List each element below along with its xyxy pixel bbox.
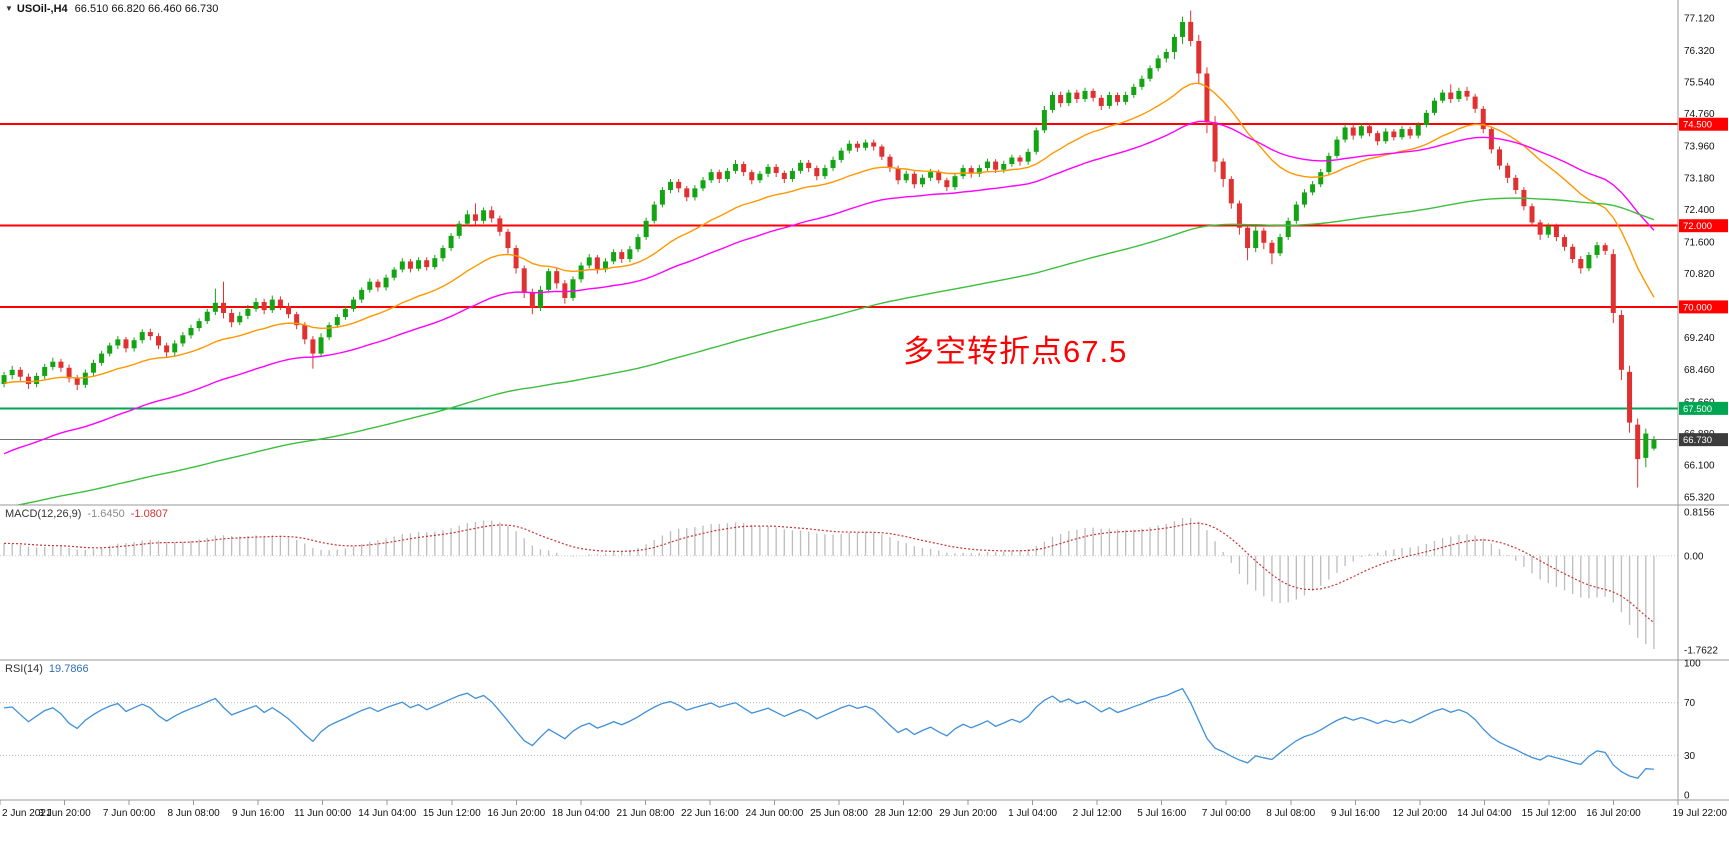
time-tick-label: 14 Jun 04:00 bbox=[358, 808, 417, 819]
time-tick-label: 21 Jun 08:00 bbox=[616, 808, 675, 819]
time-tick-label: 19 Jul 22:00 bbox=[1672, 808, 1728, 819]
time-tick-label: 16 Jun 20:00 bbox=[487, 808, 546, 819]
price-level-badge-74.500 bbox=[1679, 117, 1728, 131]
macd-name: MACD(12,26,9) bbox=[5, 508, 82, 520]
macd-main-value: -1.6450 bbox=[87, 508, 125, 520]
ohlc-values: 66.510 66.820 66.460 66.730 bbox=[74, 3, 219, 15]
price-tick-label: 75.540 bbox=[1684, 78, 1715, 89]
current-price-badge bbox=[1679, 433, 1728, 447]
price-level-badge-70.000-text: 70.000 bbox=[1683, 302, 1712, 313]
time-tick-label: 1 Jul 04:00 bbox=[1008, 808, 1058, 819]
chart-annotation-text: 多空转折点67.5 bbox=[903, 334, 1128, 369]
price-tick-label: 74.760 bbox=[1684, 109, 1715, 120]
price-level-badge-70.000 bbox=[1679, 300, 1728, 314]
rsi-value: 19.7866 bbox=[48, 663, 89, 675]
time-tick-label: 28 Jun 12:00 bbox=[874, 808, 933, 819]
price-tick-label: 77.120 bbox=[1684, 13, 1715, 24]
time-tick-label: 15 Jun 12:00 bbox=[422, 808, 481, 819]
time-tick-label: 9 Jun 16:00 bbox=[232, 808, 285, 819]
rsi-tick-label: 70 bbox=[1684, 698, 1696, 709]
chart-title: ▼ USOil-,H4 66.510 66.820 66.460 66.730 bbox=[5, 3, 218, 15]
macd-histogram bbox=[3, 517, 1655, 650]
main-price-panel bbox=[0, 10, 1678, 505]
time-tick-label: 8 Jun 08:00 bbox=[167, 808, 220, 819]
time-tick-label: 5 Jul 16:00 bbox=[1137, 808, 1187, 819]
price-tick-label: 72.400 bbox=[1684, 205, 1715, 216]
time-tick-label: 8 Jul 08:00 bbox=[1266, 808, 1316, 819]
price-level-badge-72.000 bbox=[1679, 219, 1728, 233]
rsi-tick-label: 0 bbox=[1684, 791, 1690, 802]
price-tick-label: 73.960 bbox=[1684, 142, 1715, 153]
macd-signal-line bbox=[4, 522, 1655, 624]
time-axis: 2 Jun 2021 3 Jun 20:00 7 Jun 00:00 8 Jun 08… bbox=[0, 806, 1729, 840]
price-tick-label: 73.180 bbox=[1684, 173, 1715, 184]
time-tick-label: 25 Jun 08:00 bbox=[810, 808, 868, 819]
price-tick-label: 66.100 bbox=[1684, 461, 1715, 472]
macd-tick-label: 0.8156 bbox=[1684, 508, 1715, 519]
time-tick-label: 11 Jun 00:00 bbox=[294, 808, 352, 819]
macd-panel bbox=[0, 517, 1678, 650]
rsi-indicator-label: RSI(14) 19.7866 bbox=[5, 663, 89, 675]
candlestick-series bbox=[1, 10, 1657, 488]
time-tick-label: 24 Jun 00:00 bbox=[745, 808, 804, 819]
price-level-badge-72.000-text: 72.000 bbox=[1683, 221, 1712, 232]
macd-indicator-label: MACD(12,26,9) -1.6450 -1.0807 bbox=[5, 508, 168, 520]
time-tick-label: 9 Jul 16:00 bbox=[1330, 808, 1380, 819]
rsi-tick-label: 100 bbox=[1684, 659, 1701, 670]
time-tick-label: 22 Jun 16:00 bbox=[681, 808, 739, 819]
time-tick-label: 29 Jun 20:00 bbox=[939, 808, 997, 819]
price-tick-label: 70.820 bbox=[1684, 269, 1715, 280]
rsi-panel bbox=[0, 687, 1678, 780]
symbol-timeframe-label: USOil-,H4 bbox=[16, 3, 68, 15]
time-tick-label: 14 Jul 04:00 bbox=[1457, 808, 1512, 819]
rsi-line bbox=[3, 687, 1654, 780]
price-tick-label: 69.240 bbox=[1684, 333, 1715, 344]
rsi-name: RSI(14) bbox=[5, 663, 43, 675]
price-level-badge-67.500 bbox=[1679, 401, 1728, 415]
macd-tick-label: -1.7622 bbox=[1684, 645, 1718, 656]
price-tick-label: 71.600 bbox=[1684, 237, 1715, 248]
time-tick-label: 3 Jun 20:00 bbox=[38, 808, 91, 819]
time-tick-label: 16 Jul 20:00 bbox=[1586, 808, 1641, 819]
ma-fast-line bbox=[3, 82, 1655, 384]
price-level-badge-74.500-text: 74.500 bbox=[1683, 120, 1712, 131]
time-tick-label: 15 Jul 12:00 bbox=[1521, 808, 1577, 819]
time-tick-label: 7 Jul 00:00 bbox=[1201, 808, 1251, 819]
current-price-badge-text: 66.730 bbox=[1683, 435, 1712, 446]
ma-slow-line bbox=[14, 197, 1655, 505]
time-tick-label: 2 Jul 12:00 bbox=[1072, 808, 1122, 819]
time-tick-label: 18 Jun 04:00 bbox=[551, 808, 610, 819]
price-tick-label: 68.460 bbox=[1684, 365, 1715, 376]
time-tick-label: 12 Jul 20:00 bbox=[1392, 808, 1448, 819]
price-tick-label: 76.320 bbox=[1684, 46, 1715, 57]
time-tick-label: 7 Jun 00:00 bbox=[102, 808, 156, 819]
rsi-tick-label: 30 bbox=[1684, 751, 1696, 762]
symbol-dropdown-icon[interactable]: ▼ bbox=[5, 4, 13, 13]
time-tick-label: 2 Jun 2021 bbox=[2, 808, 52, 819]
macd-tick-label: 0.00 bbox=[1684, 551, 1704, 562]
macd-signal-value: -1.0807 bbox=[130, 508, 169, 520]
price-tick-label: 65.320 bbox=[1684, 492, 1715, 503]
ma-medium-line bbox=[3, 120, 1655, 455]
price-level-badge-67.500-text: 67.500 bbox=[1683, 404, 1712, 415]
